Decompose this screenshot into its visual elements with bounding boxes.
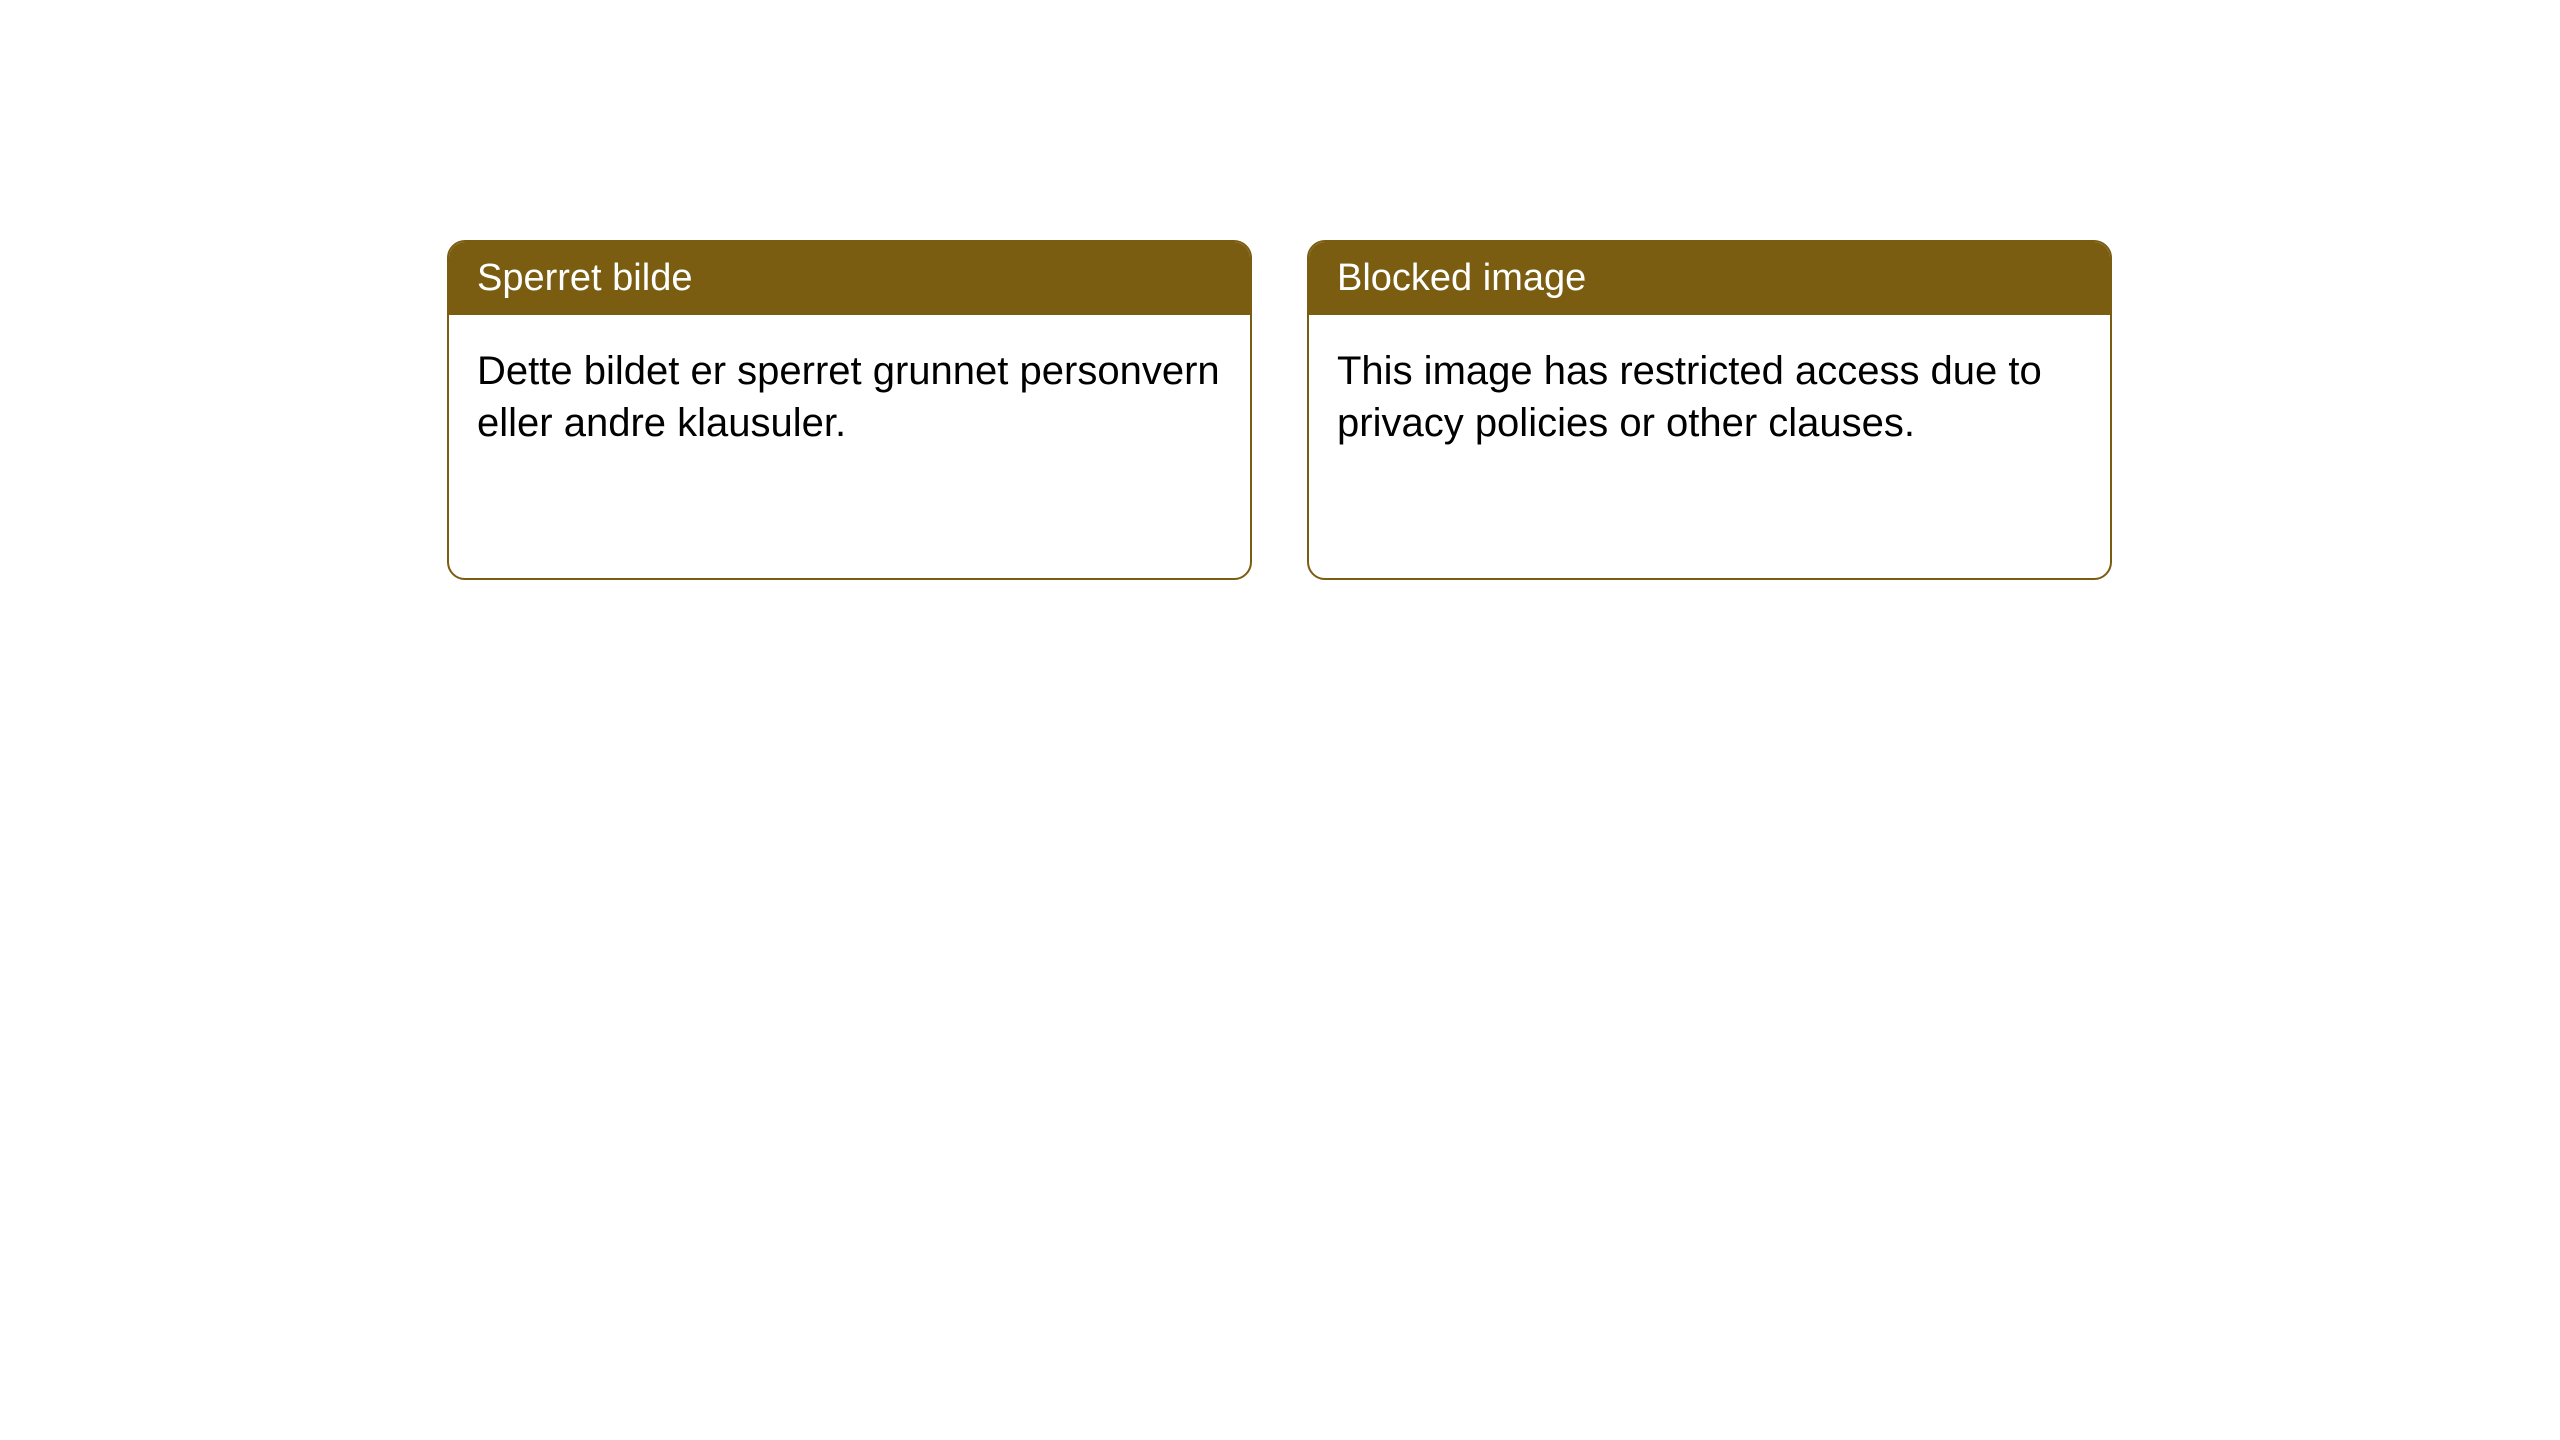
notice-header: Sperret bilde	[449, 242, 1250, 315]
notice-container: Sperret bilde Dette bildet er sperret gr…	[447, 240, 2112, 580]
notice-body: Dette bildet er sperret grunnet personve…	[449, 315, 1250, 479]
notice-card-english: Blocked image This image has restricted …	[1307, 240, 2112, 580]
notice-card-norwegian: Sperret bilde Dette bildet er sperret gr…	[447, 240, 1252, 580]
notice-header: Blocked image	[1309, 242, 2110, 315]
notice-body: This image has restricted access due to …	[1309, 315, 2110, 479]
